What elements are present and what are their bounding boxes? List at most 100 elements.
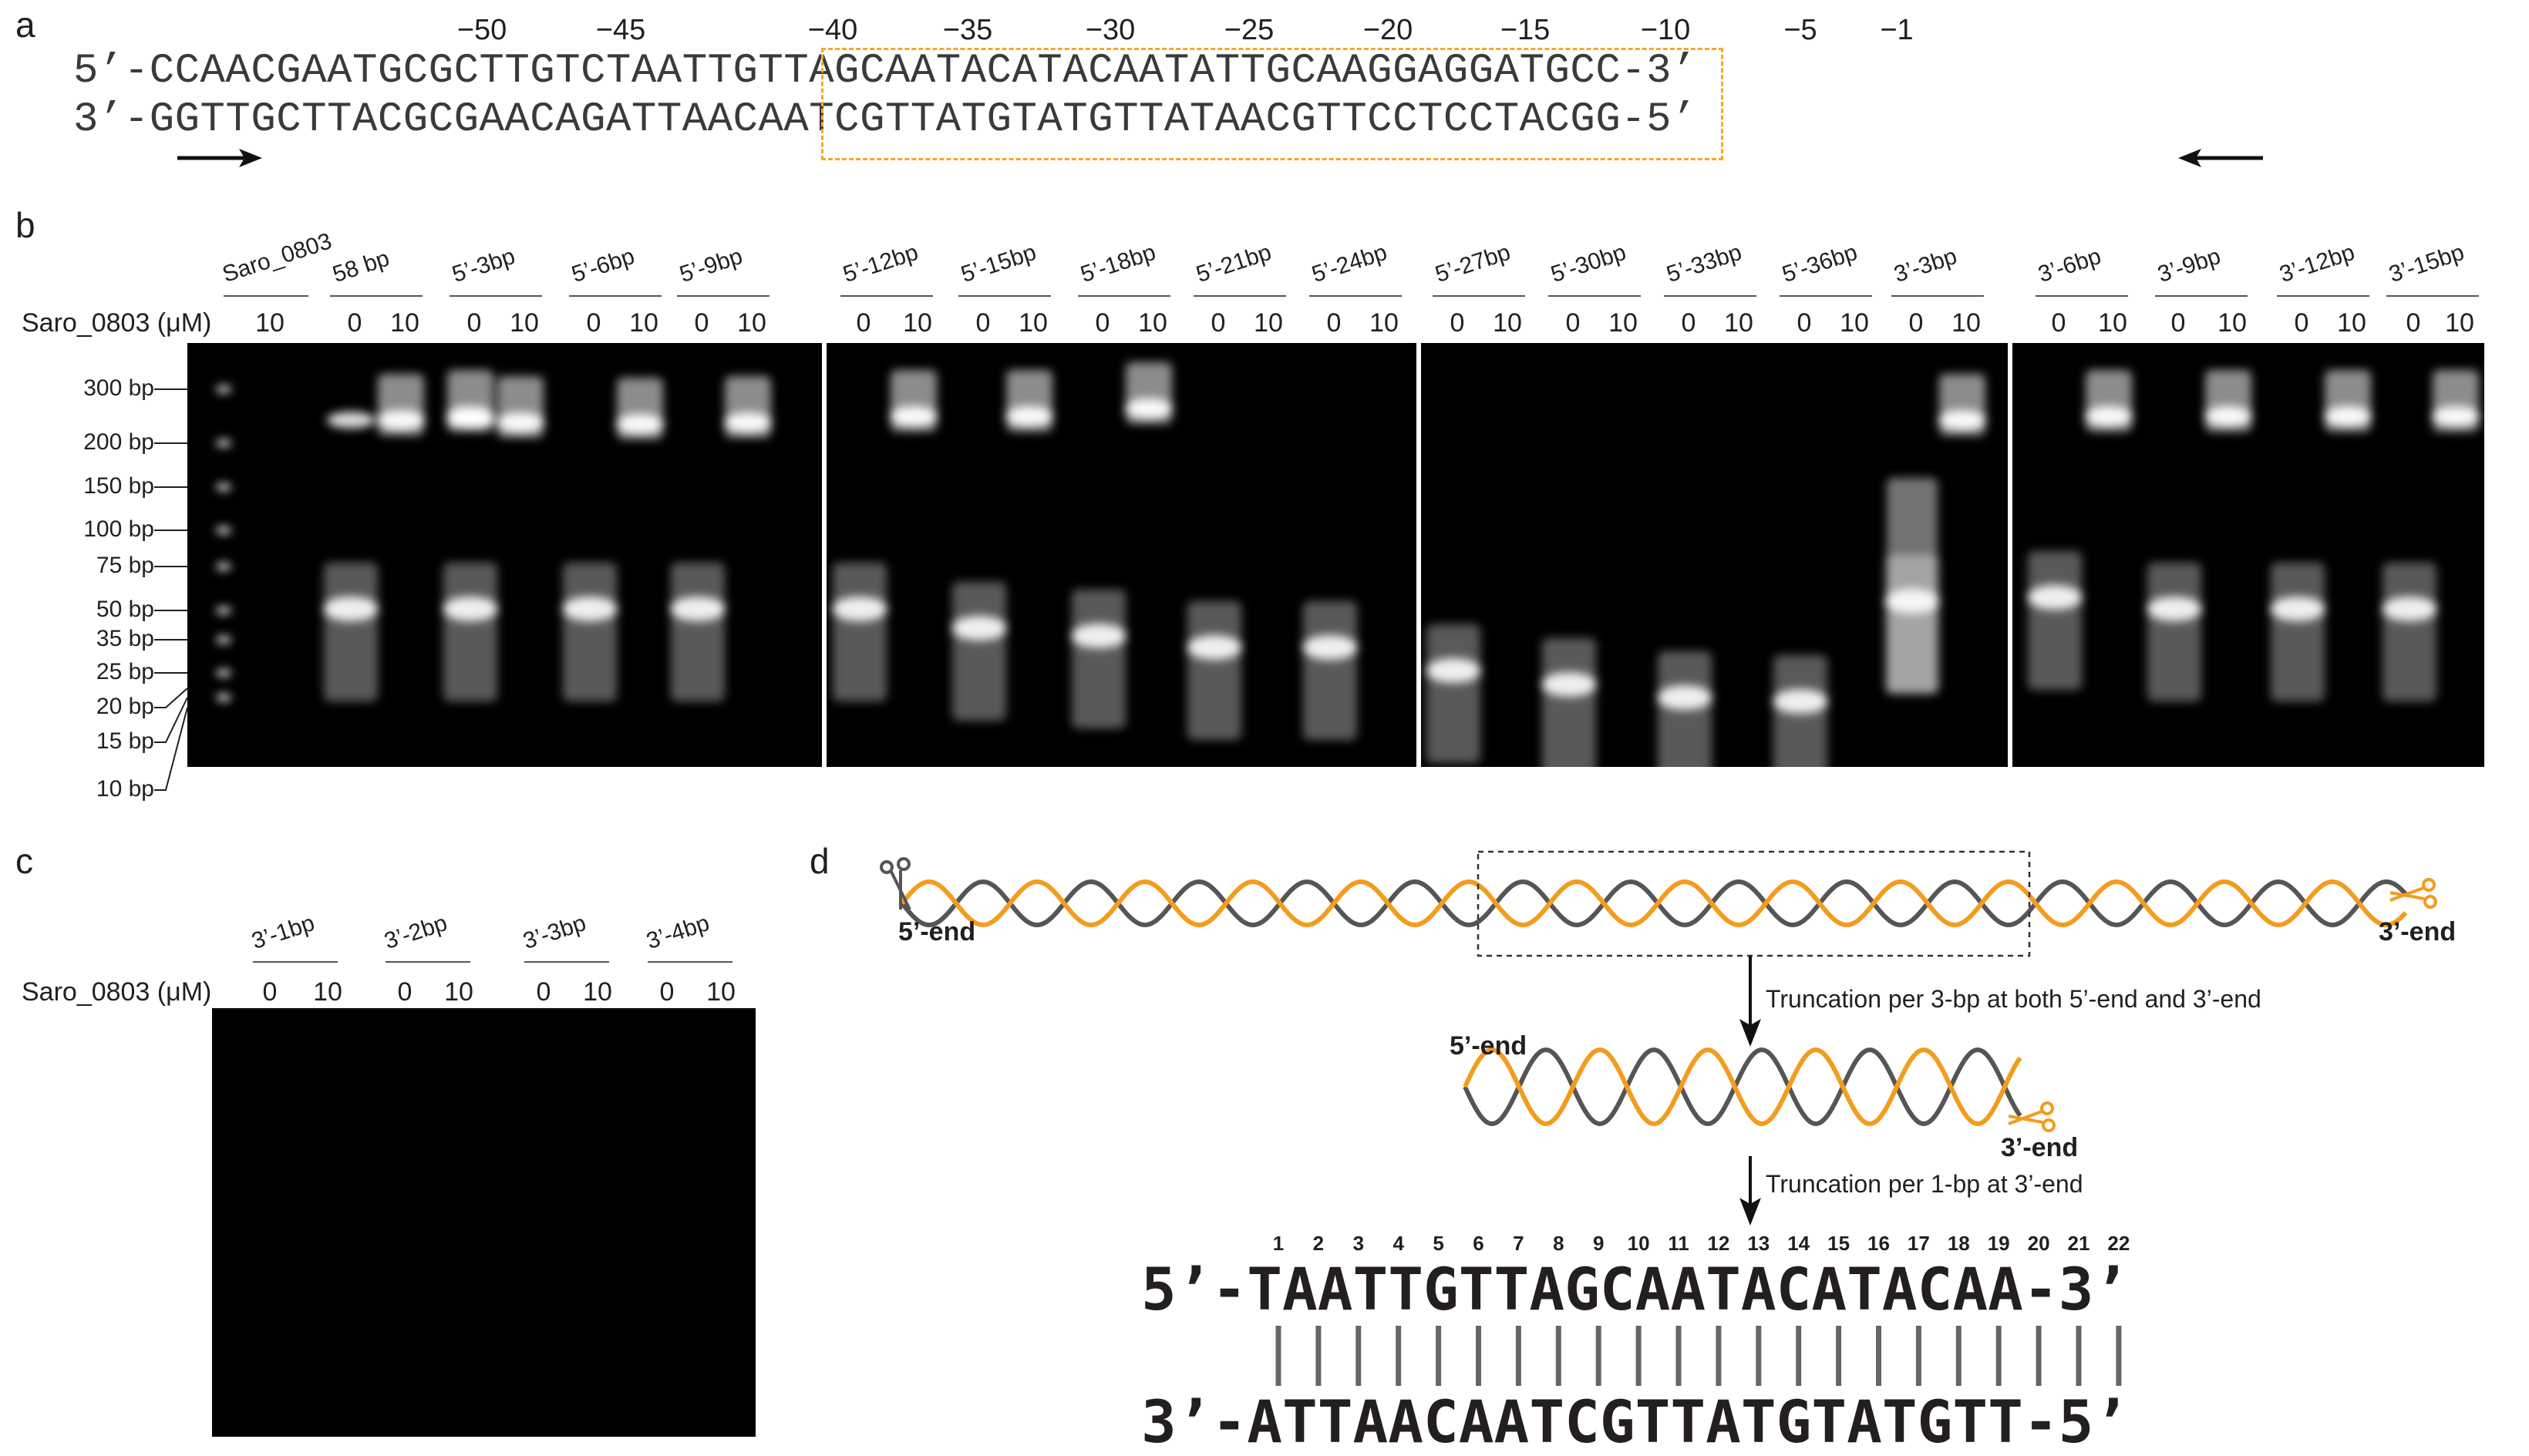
top-strand-sequence: 5’-CCAACGAATGCGCTTGTCTAATTGTTAGCAATACATA… (73, 48, 1697, 95)
base-position-number: 17 (1907, 1232, 1930, 1255)
concentration-value: 10 (444, 977, 473, 1007)
lane-group-underline (449, 295, 542, 297)
concentration-value: 0 (2051, 308, 2066, 338)
position-label: −40 (807, 14, 858, 46)
panel-letter-a: a (15, 5, 35, 45)
reverse-arrow-icon (2178, 149, 2263, 167)
concentration-value: 0 (694, 308, 709, 338)
base-position-number: 20 (2027, 1232, 2050, 1255)
concentration-value: 0 (975, 308, 991, 338)
ladder-size-label: 10 bp (96, 776, 154, 802)
concentration-value: 10 (1840, 308, 1869, 338)
three-prime-end-label: 3’-end (2379, 917, 2457, 947)
ladder-size-label: 300 bp (83, 375, 154, 401)
ladder-size-label: 20 bp (96, 694, 154, 719)
step1-label: Truncation per 3-bp at both 5’-end and 3… (1766, 985, 2261, 1013)
panel-letter-b: b (15, 205, 35, 245)
concentration-value: 10 (313, 977, 342, 1007)
lane-group-underline (840, 295, 933, 297)
lane-group-underline (2036, 295, 2128, 297)
concentration-value: 0 (2170, 308, 2186, 338)
lane-group-underline (1308, 295, 1402, 297)
base-position-number: 16 (1867, 1232, 1890, 1255)
lane-group-underline (1891, 295, 1984, 297)
concentration-label: Saro_0803 (μM) (22, 977, 212, 1007)
concentration-value: 10 (1254, 308, 1283, 338)
concentration-value: 10 (1608, 308, 1638, 338)
position-label: −5 (1783, 14, 1817, 46)
lane-group-underline (1779, 295, 1872, 297)
scissors-icon (2389, 878, 2437, 909)
base-position-number: 10 (1627, 1232, 1650, 1255)
lane-group-underline (252, 961, 338, 963)
concentration-value: 10 (1951, 308, 1981, 338)
concentration-value: 0 (586, 308, 601, 338)
lane-group-underline (676, 295, 769, 297)
three-prime-end-label: 3’-end (2001, 1133, 2079, 1162)
concentration-value: 0 (466, 308, 482, 338)
position-label: −45 (595, 14, 646, 46)
lane-group-underline (1663, 295, 1756, 297)
ladder-size-label: 150 bp (83, 473, 154, 499)
lane-group-underline (648, 961, 732, 963)
base-position-number: 15 (1827, 1232, 1850, 1255)
concentration-value: 10 (2098, 308, 2127, 338)
base-position-number: 21 (2067, 1232, 2090, 1255)
ladder-size-label: 15 bp (96, 728, 154, 754)
lane-group-underline (1432, 295, 1525, 297)
base-position-number: 19 (1987, 1232, 2010, 1255)
position-label: −15 (1500, 14, 1551, 46)
lane-group-underline (386, 961, 470, 963)
concentration-value: 0 (1565, 308, 1581, 338)
down-arrow-icon (1739, 1019, 1761, 1047)
concentration-value: 0 (1797, 308, 1812, 338)
concentration-value: 10 (629, 308, 658, 338)
base-position-number: 7 (1513, 1232, 1524, 1255)
concentration-value: 10 (510, 308, 539, 338)
base-position-number: 5 (1433, 1232, 1444, 1255)
truncated-top-strand: 5’-TAATTGTTAGCAATACATACAA-3’ (1141, 1255, 2130, 1323)
position-label: −20 (1362, 14, 1413, 46)
ladder-size-label: 25 bp (96, 659, 154, 684)
base-position-number: 6 (1473, 1232, 1484, 1255)
ladder-size-label: 35 bp (96, 626, 154, 651)
concentration-value: 0 (1450, 308, 1465, 338)
concentration-label: Saro_0803 (μM) (22, 308, 212, 338)
lane-group-underline (2155, 295, 2248, 297)
lane-group-underline (1193, 295, 1286, 297)
concentration-value: 10 (1138, 308, 1167, 338)
base-position-number: 9 (1592, 1232, 1605, 1255)
position-label: −1 (1880, 14, 1914, 46)
concentration-value: 10 (1019, 308, 1048, 338)
concentration-value: 10 (583, 977, 612, 1007)
base-position-number: 3 (1352, 1232, 1365, 1255)
five-prime-end-label: 5’-end (1450, 1031, 1527, 1061)
scissors-icon (2008, 1101, 2056, 1132)
panel-letter-d: d (810, 841, 830, 881)
base-position-number: 14 (1787, 1232, 1810, 1255)
concentration-value: 10 (2337, 308, 2366, 338)
concentration-value: 0 (536, 977, 551, 1007)
concentration-value: 0 (397, 977, 413, 1007)
base-position-number: 2 (1312, 1232, 1325, 1255)
position-label: −30 (1085, 14, 1136, 46)
concentration-value: 0 (856, 308, 871, 338)
lane-group-underline (329, 295, 423, 297)
lane-group-underline (1547, 295, 1641, 297)
down-arrow-icon (1739, 1198, 1761, 1226)
lane-group-underline (2276, 295, 2369, 297)
concentration-value: 0 (262, 977, 278, 1007)
base-position-number: 4 (1392, 1232, 1404, 1255)
ladder-size-label: 75 bp (96, 553, 154, 578)
base-position-number: 11 (1668, 1232, 1689, 1255)
position-label: −50 (456, 14, 507, 46)
base-position-number: 18 (1947, 1232, 1970, 1255)
concentration-value: 0 (1095, 308, 1110, 338)
binding-site-box (821, 48, 1723, 160)
ladder-size-label: 50 bp (96, 597, 154, 622)
base-position-number: 8 (1553, 1232, 1564, 1255)
base-position-number: 13 (1747, 1232, 1770, 1255)
concentration-value: 0 (1326, 308, 1342, 338)
position-label: −10 (1640, 14, 1691, 46)
